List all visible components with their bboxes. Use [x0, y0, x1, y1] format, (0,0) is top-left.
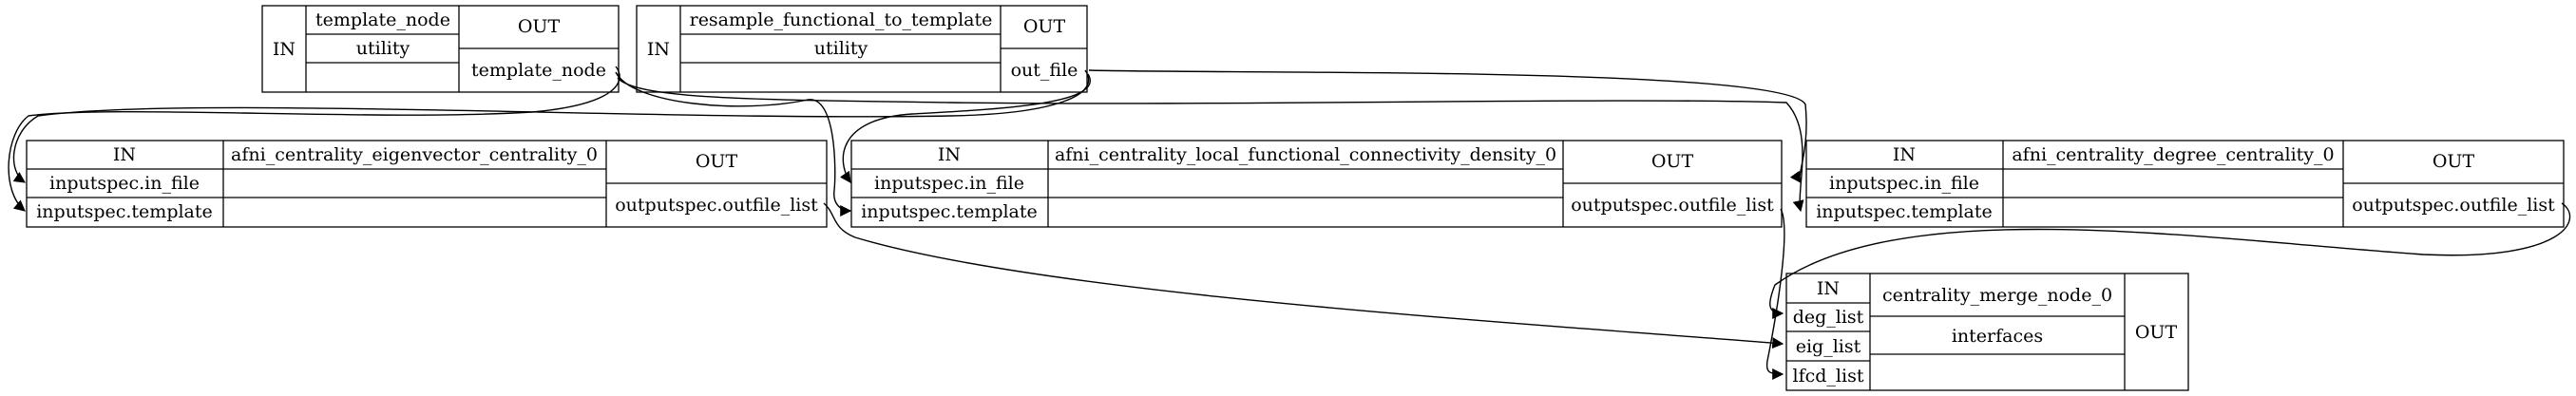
- edge-deg-to-merge-deglist: [1769, 202, 2571, 319]
- edge-template-to-lfcd-template: [615, 71, 852, 217]
- in-label: IN: [938, 144, 961, 165]
- out-label: OUT: [2135, 322, 2178, 343]
- input-port-in-file[interactable]: inputspec.in_file: [874, 173, 1024, 194]
- node-title: afni_centrality_local_functional_connect…: [1055, 144, 1556, 165]
- in-label: IN: [1893, 144, 1916, 165]
- output-port-out-file[interactable]: out_file: [1011, 60, 1078, 81]
- edge-resample-to-eig-infile: [12, 69, 1090, 183]
- node-title: centrality_merge_node_0: [1882, 285, 2112, 306]
- edge-eig-to-merge-eiglist: [823, 202, 1784, 349]
- node-degree-centrality[interactable]: [1805, 140, 2565, 228]
- input-port-deg-list[interactable]: deg_list: [1793, 307, 1864, 328]
- interface-label: interfaces: [1952, 326, 2043, 347]
- node-centrality-merge[interactable]: [1785, 273, 2189, 391]
- edge-template-to-eig-template: [8, 66, 620, 212]
- out-label: OUT: [1023, 16, 1066, 37]
- out-label: OUT: [696, 151, 738, 172]
- input-port-in-file[interactable]: inputspec.in_file: [1829, 173, 1979, 194]
- output-port-outfile-list[interactable]: outputspec.outfile_list: [2352, 195, 2555, 216]
- edge-resample-to-deg-infile: [1088, 69, 1807, 183]
- node-title: afni_centrality_eigenvector_centrality_0: [231, 144, 598, 165]
- output-port-outfile-list[interactable]: outputspec.outfile_list: [615, 195, 818, 216]
- out-label: OUT: [2433, 151, 2475, 172]
- in-label: IN: [1817, 278, 1840, 299]
- out-label: OUT: [518, 16, 561, 37]
- interface-label: utility: [814, 38, 868, 59]
- edge-resample-to-lfcd-infile: [839, 73, 1091, 183]
- node-title: resample_functional_to_template: [690, 9, 993, 30]
- node-title: afni_centrality_degree_centrality_0: [2012, 144, 2334, 165]
- node-title: template_node: [315, 9, 450, 30]
- edge-template-to-deg-template: [617, 77, 1804, 213]
- input-port-template[interactable]: inputspec.template: [861, 201, 1038, 222]
- output-port-template-node[interactable]: template_node: [471, 60, 606, 81]
- in-label: IN: [113, 144, 136, 165]
- out-label: OUT: [1651, 151, 1694, 172]
- node-resample-functional-to-template[interactable]: [636, 5, 1088, 93]
- input-port-template[interactable]: inputspec.template: [36, 201, 213, 222]
- interface-label: utility: [356, 38, 410, 59]
- node-local-functional-connectivity-density[interactable]: [850, 140, 1783, 228]
- edges: [8, 66, 2571, 380]
- input-port-in-file[interactable]: inputspec.in_file: [49, 173, 200, 194]
- input-port-eig-list[interactable]: eig_list: [1796, 336, 1861, 357]
- node-eigenvector-centrality[interactable]: [26, 140, 828, 228]
- in-label: IN: [273, 39, 296, 60]
- output-port-outfile-list[interactable]: outputspec.outfile_list: [1571, 195, 1774, 216]
- input-port-lfcd-list[interactable]: lfcd_list: [1793, 366, 1864, 387]
- edge-lfcd-to-merge-lfcdlist: [1765, 208, 1785, 380]
- input-port-template[interactable]: inputspec.template: [1816, 201, 1993, 222]
- node-template-node[interactable]: [261, 5, 620, 93]
- in-label: IN: [647, 39, 670, 60]
